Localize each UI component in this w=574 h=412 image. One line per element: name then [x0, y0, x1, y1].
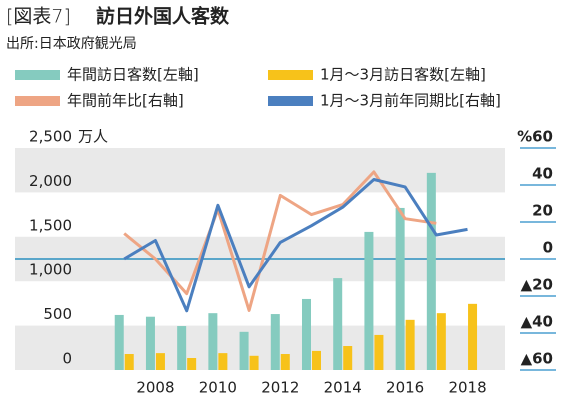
- y2-tick-label: 20: [532, 202, 553, 220]
- bar: [270, 314, 280, 370]
- bar: [436, 313, 446, 370]
- bar: [249, 355, 259, 370]
- bar: [426, 172, 436, 370]
- chart-subtitle: 出所:日本政府観光局: [6, 35, 137, 52]
- bar: [155, 353, 165, 370]
- y2-tick-label: 0: [543, 239, 553, 257]
- chart-title-prefix: [図表7]: [6, 6, 71, 28]
- bar: [311, 350, 321, 370]
- x-tick-label: 2010: [199, 379, 237, 397]
- bar: [187, 358, 197, 370]
- y2-tick-label: 40: [532, 165, 553, 183]
- x-tick-label: 2008: [136, 379, 174, 397]
- chart-title: 訪日外国人客数: [96, 5, 230, 28]
- y-tick-label: 1,500: [29, 216, 72, 234]
- legend-swatch: [268, 70, 313, 80]
- bar: [364, 231, 374, 370]
- legend-swatch: [268, 96, 313, 106]
- grid-band: [15, 325, 505, 370]
- y2-tick-label: ▲60: [521, 350, 553, 368]
- bar: [374, 334, 384, 370]
- legend-label: 1月～3月前年同期比[右軸]: [320, 92, 501, 110]
- bar: [343, 346, 353, 370]
- line: [123, 170, 437, 312]
- bar: [124, 354, 134, 370]
- y-tick-label: 500: [43, 305, 72, 323]
- y-unit: 万人: [78, 128, 108, 146]
- legend-label: 年間訪日客数[左軸]: [67, 66, 199, 84]
- x-tick-label: 2014: [324, 379, 362, 397]
- legend-swatch: [15, 96, 60, 106]
- bar: [405, 319, 415, 370]
- bar: [468, 303, 478, 370]
- y2-tick-label: ▲40: [521, 313, 553, 331]
- bar: [301, 298, 311, 370]
- legend-swatch: [15, 70, 60, 80]
- y-tick-label: 2,500: [29, 128, 72, 146]
- x-tick-label: 2016: [386, 379, 424, 397]
- y-tick-label: 0: [62, 350, 72, 368]
- bar: [333, 278, 343, 370]
- grid-band: [15, 148, 505, 193]
- legend-label: 年間前年比[右軸]: [67, 92, 184, 110]
- line: [123, 178, 468, 313]
- bar: [145, 316, 155, 370]
- bar: [208, 313, 218, 370]
- bar: [239, 331, 249, 370]
- bar: [280, 354, 290, 370]
- bar: [395, 207, 405, 370]
- x-tick-label: 2012: [261, 379, 299, 397]
- legend-label: 1月～3月訪日客数[左軸]: [320, 66, 486, 84]
- x-tick-label: 2018: [448, 379, 486, 397]
- bar: [114, 314, 124, 370]
- y2-tick-label: %60: [517, 128, 553, 146]
- bar: [218, 353, 228, 370]
- y-tick-label: 2,000: [29, 172, 72, 190]
- y-tick-label: 1,000: [29, 261, 72, 279]
- bar: [177, 326, 187, 370]
- y2-tick-label: ▲20: [521, 276, 553, 294]
